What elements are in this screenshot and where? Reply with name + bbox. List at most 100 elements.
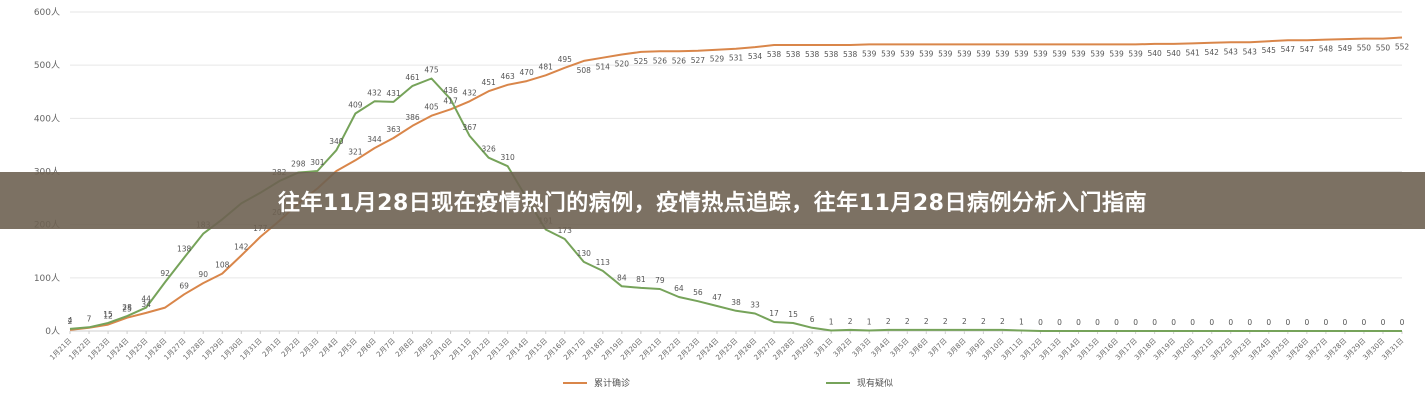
- y-tick-label: 100人: [34, 273, 60, 284]
- data-label: 0: [1266, 318, 1271, 327]
- data-label: 0: [1362, 318, 1367, 327]
- data-label: 539: [1033, 49, 1048, 58]
- data-label: 0: [1285, 318, 1290, 327]
- x-tick-label: 2月4日: [318, 337, 340, 359]
- data-label: 526: [672, 56, 687, 65]
- data-label: 543: [1224, 47, 1239, 56]
- data-label: 0: [1076, 318, 1081, 327]
- data-label: 525: [634, 57, 649, 66]
- data-label: 538: [767, 50, 782, 59]
- data-label: 15: [103, 310, 113, 319]
- data-label: 17: [769, 309, 779, 318]
- legend: 累计确诊 现有疑似: [563, 377, 893, 389]
- data-label: 0: [1304, 318, 1309, 327]
- data-label: 298: [291, 160, 306, 169]
- data-label: 69: [179, 281, 189, 290]
- data-label: 2: [924, 317, 929, 326]
- data-label: 529: [710, 55, 725, 64]
- data-label: 0: [1133, 318, 1138, 327]
- data-label: 461: [405, 73, 420, 82]
- data-label: 538: [786, 50, 801, 59]
- data-label: 539: [1109, 49, 1124, 58]
- data-label: 541: [1186, 48, 1201, 57]
- data-label: 539: [1090, 49, 1105, 58]
- data-label: 550: [1357, 44, 1372, 53]
- data-label: 549: [1338, 44, 1353, 53]
- data-label: 1: [829, 317, 834, 326]
- data-label: 514: [596, 63, 611, 72]
- data-label: 520: [615, 60, 630, 69]
- data-label: 7: [87, 314, 92, 323]
- x-tick-label: 3月4日: [870, 337, 892, 359]
- data-label: 2: [905, 317, 910, 326]
- data-label: 508: [577, 66, 592, 75]
- data-label: 539: [957, 49, 972, 58]
- data-label: 2: [981, 317, 986, 326]
- data-label: 527: [691, 56, 706, 65]
- data-label: 495: [558, 55, 573, 64]
- data-label: 539: [1071, 49, 1086, 58]
- data-label: 542: [1205, 48, 1220, 57]
- x-tick-label: 2月2日: [280, 337, 302, 359]
- data-label: 0: [1323, 318, 1328, 327]
- headline-title: 往年11月28日现在疫情热门的病例，疫情热点追踪，往年11月28日病例分析入门指…: [278, 190, 1147, 216]
- x-tick-label: 2月6日: [356, 337, 378, 359]
- data-label: 0: [1171, 318, 1176, 327]
- data-label: 539: [1052, 49, 1067, 58]
- data-label: 432: [462, 88, 477, 97]
- data-label: 2: [68, 317, 73, 326]
- data-label: 38: [731, 298, 741, 307]
- x-tick-label: 3月8日: [946, 337, 968, 359]
- data-label: 4: [68, 316, 73, 325]
- x-tick-label: 2月8日: [394, 337, 416, 359]
- data-label: 470: [520, 68, 535, 77]
- data-label: 6: [810, 315, 815, 324]
- data-label: 113: [596, 258, 611, 267]
- data-label: 417: [443, 96, 458, 105]
- data-label: 130: [577, 249, 592, 258]
- data-label: 0: [1095, 318, 1100, 327]
- data-label: 539: [862, 49, 877, 58]
- data-label: 539: [900, 49, 915, 58]
- data-label: 538: [824, 50, 839, 59]
- data-label: 142: [234, 243, 249, 252]
- data-label: 2: [962, 317, 967, 326]
- data-label: 538: [805, 50, 820, 59]
- x-tick-label: 2月7日: [375, 337, 397, 359]
- data-label: 539: [919, 49, 934, 58]
- data-label: 475: [424, 65, 439, 74]
- data-label: 539: [1128, 49, 1143, 58]
- data-label: 56: [693, 288, 703, 297]
- data-label: 432: [367, 88, 382, 97]
- data-label: 33: [750, 300, 760, 309]
- data-label: 2: [943, 317, 948, 326]
- data-label: 540: [1147, 49, 1162, 58]
- x-tick-label: 2月5日: [337, 337, 359, 359]
- x-tick-label: 3月2日: [832, 337, 854, 359]
- y-tick-label: 0人: [45, 326, 60, 337]
- data-label: 543: [1243, 47, 1258, 56]
- data-label: 92: [160, 269, 170, 278]
- data-label: 550: [1376, 44, 1391, 53]
- data-label: 552: [1395, 43, 1410, 52]
- x-tick-label: 3月7日: [927, 337, 949, 359]
- data-label: 481: [539, 62, 554, 71]
- data-label: 47: [712, 293, 722, 302]
- data-label: 1: [867, 317, 872, 326]
- data-label: 539: [881, 49, 896, 58]
- data-label: 108: [215, 261, 230, 270]
- x-tick-label: 3月3日: [851, 337, 873, 359]
- data-label: 64: [674, 284, 684, 293]
- data-label: 15: [788, 310, 798, 319]
- data-label: 526: [653, 56, 668, 65]
- data-label: 534: [748, 52, 763, 61]
- data-label: 321: [348, 147, 363, 156]
- data-label: 0: [1343, 318, 1348, 327]
- data-label: 44: [141, 295, 151, 304]
- data-label: 451: [481, 78, 496, 87]
- y-tick-label: 500人: [34, 60, 60, 71]
- data-label: 539: [1014, 49, 1029, 58]
- data-label: 173: [558, 226, 573, 235]
- data-label: 367: [462, 123, 477, 132]
